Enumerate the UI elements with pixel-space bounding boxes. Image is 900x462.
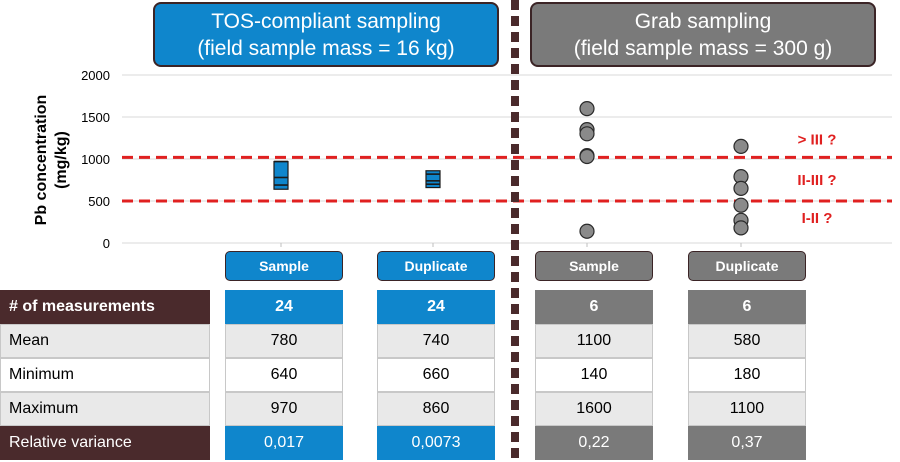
data-marks — [273, 100, 749, 239]
cell-maximum-grab-sample: 1600 — [535, 392, 653, 426]
cell-measurements-tos-duplicate: 24 — [377, 290, 495, 324]
header-grab-line2: (field sample mass = 300 g) — [573, 36, 833, 60]
header-tos-compliant: TOS-compliant sampling (field sample mas… — [153, 2, 499, 67]
cell-minimum-grab-duplicate: 180 — [688, 358, 806, 392]
data-point — [733, 220, 749, 236]
data-point — [579, 223, 595, 239]
cell-measurements-grab-sample: 6 — [535, 290, 653, 324]
data-point — [733, 138, 749, 154]
cell-minimum-tos-duplicate: 660 — [377, 358, 495, 392]
threshold-label-i-ii: I-II ? — [802, 210, 833, 227]
cell-measurements-tos-sample: 24 — [225, 290, 343, 324]
threshold-label-iii: > III ? — [798, 131, 837, 148]
y-tick-label: 1000 — [81, 152, 110, 167]
box-1 — [425, 170, 441, 189]
gridlines — [122, 74, 892, 247]
cell-mean-tos-duplicate: 740 — [377, 324, 495, 358]
chip-tos-sample: Sample — [225, 251, 343, 281]
vertical-divider — [511, 0, 519, 462]
y-tick-label: 1500 — [81, 110, 110, 125]
y-axis-label-line2: (mg/kg) — [53, 131, 70, 189]
row-label-relative-variance: Relative variance — [0, 426, 210, 460]
cell-variance-tos-sample: 0,017 — [225, 426, 343, 460]
chip-grab-sample: Sample — [535, 251, 653, 281]
threshold-labels: > III ? II-III ? I-II ? — [797, 131, 836, 227]
cell-variance-grab-sample: 0,22 — [535, 426, 653, 460]
y-tick-label: 0 — [103, 236, 110, 251]
row-label-measurements: # of measurements — [0, 290, 210, 324]
data-point — [733, 197, 749, 213]
cell-mean-grab-duplicate: 580 — [688, 324, 806, 358]
cell-mean-grab-sample: 1100 — [535, 324, 653, 358]
cell-minimum-grab-sample: 140 — [535, 358, 653, 392]
cell-minimum-tos-sample: 640 — [225, 358, 343, 392]
cell-variance-tos-duplicate: 0,0073 — [377, 426, 495, 460]
cell-measurements-grab-duplicate: 6 — [688, 290, 806, 324]
data-point — [733, 180, 749, 196]
chip-tos-duplicate: Duplicate — [377, 251, 495, 281]
y-axis-label-line1: Pb concentration — [33, 95, 50, 226]
chip-grab-duplicate: Duplicate — [688, 251, 806, 281]
threshold-lines — [122, 155, 892, 203]
cell-mean-tos-sample: 780 — [225, 324, 343, 358]
header-tos-line2: (field sample mass = 16 kg) — [197, 36, 455, 60]
row-label-mean: Mean — [0, 324, 210, 358]
y-tick-label: 2000 — [81, 68, 110, 83]
header-grab-line1: Grab sampling — [634, 9, 772, 33]
data-point — [579, 148, 595, 165]
cell-maximum-grab-duplicate: 1100 — [688, 392, 806, 426]
threshold-label-ii-iii: II-III ? — [797, 172, 836, 189]
pb-concentration-chart: 0 500 1000 1500 2000 > III ? II-III ? I-II ? P… — [33, 68, 892, 251]
cell-variance-grab-duplicate: 0,37 — [688, 426, 806, 460]
row-label-minimum: Minimum — [0, 358, 210, 392]
data-point — [579, 100, 595, 117]
y-tick-label: 500 — [88, 194, 110, 209]
cell-maximum-tos-sample: 970 — [225, 392, 343, 426]
data-point — [579, 126, 595, 142]
header-tos-line1: TOS-compliant sampling — [211, 9, 441, 33]
y-tick-labels: 0 500 1000 1500 2000 — [81, 68, 110, 251]
cell-maximum-tos-duplicate: 860 — [377, 392, 495, 426]
row-label-maximum: Maximum — [0, 392, 210, 426]
header-grab-sampling: Grab sampling (field sample mass = 300 g… — [530, 2, 876, 67]
